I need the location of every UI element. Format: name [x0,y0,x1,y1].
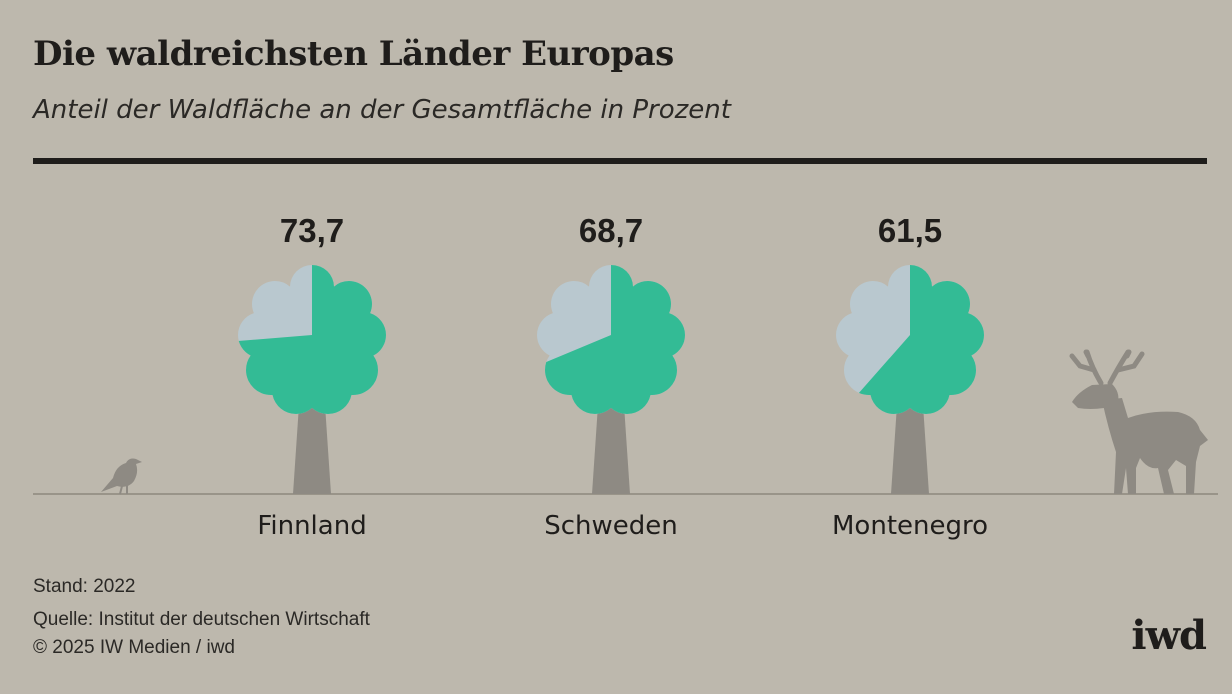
chart-title: Die waldreichsten Länder Europas [33,34,674,74]
deer-icon [1069,349,1208,494]
footer-stand: Stand: 2022 [33,576,136,597]
category-label: Schweden [544,511,678,541]
tree-trunk [592,405,630,494]
footer-copyright: © 2025 IW Medien / iwd [33,637,235,658]
category-label: Montenegro [832,511,988,541]
chart-subtitle: Anteil der Waldfläche an der Gesamtfläch… [33,95,731,125]
iwd-logo: iwd [1131,612,1207,659]
tree-crown [836,265,984,414]
tree-trunk [293,405,331,494]
value-label: 73,7 [280,212,344,249]
tree-trunk [891,405,929,494]
category-label: Finnland [257,511,366,541]
footer-source: Quelle: Institut der deutschen Wirtschaf… [33,609,370,630]
value-label: 68,7 [579,212,643,249]
bird-icon [101,458,142,495]
value-label: 61,5 [878,212,942,249]
title-divider [33,158,1207,164]
tree-schweden: 68,7 Schweden [537,212,685,541]
tree-montenegro: 61,5 Montenegro [832,212,988,541]
tree-finnland: 73,7 Finnland [238,212,386,541]
